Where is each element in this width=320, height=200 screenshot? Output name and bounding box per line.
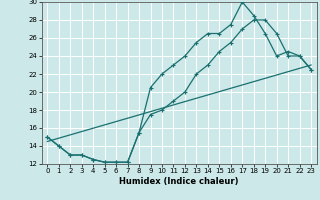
X-axis label: Humidex (Indice chaleur): Humidex (Indice chaleur) xyxy=(119,177,239,186)
